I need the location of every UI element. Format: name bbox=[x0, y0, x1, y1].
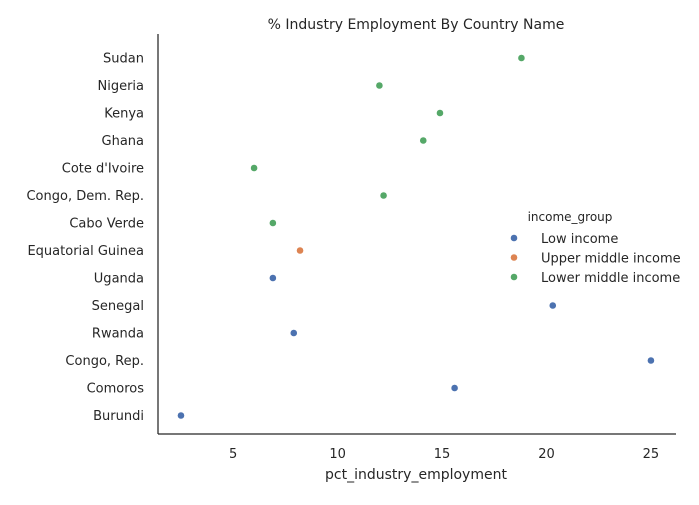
y-tick-label: Burundi bbox=[93, 409, 144, 424]
legend: income_group Low income Upper middle inco… bbox=[510, 210, 681, 286]
data-point bbox=[517, 54, 526, 62]
x-axis-label: pct_industry_employment bbox=[325, 467, 507, 483]
y-tick-label: Comoros bbox=[87, 382, 145, 397]
chart-title: % Industry Employment By Country Name bbox=[268, 17, 565, 33]
x-tick-labels: 5 10 15 20 25 bbox=[229, 447, 659, 462]
data-point bbox=[419, 136, 428, 145]
y-tick-label: Kenya bbox=[104, 107, 144, 122]
x-tick-label: 10 bbox=[329, 447, 346, 462]
y-tick-label: Sudan bbox=[103, 52, 144, 67]
y-tick-labels: Sudan Nigeria Kenya Ghana Cote d'Ivoire Congo… bbox=[26, 52, 145, 425]
data-point bbox=[379, 191, 388, 200]
legend-label: Lower middle income bbox=[541, 271, 680, 286]
legend-title: income_group bbox=[528, 210, 613, 224]
y-tick-label: Congo, Dem. Rep. bbox=[26, 189, 144, 204]
y-tick-label: Congo, Rep. bbox=[65, 354, 144, 369]
data-points bbox=[177, 54, 655, 420]
data-point bbox=[268, 219, 277, 227]
data-point bbox=[548, 301, 557, 310]
data-point bbox=[436, 109, 444, 117]
data-point bbox=[289, 329, 298, 337]
y-tick-label: Cote d'Ivoire bbox=[62, 162, 144, 177]
x-tick-label: 15 bbox=[434, 447, 451, 462]
legend-marker bbox=[510, 273, 518, 281]
legend-marker bbox=[510, 253, 518, 262]
x-tick-label: 20 bbox=[538, 447, 555, 462]
y-tick-label: Rwanda bbox=[92, 327, 144, 342]
y-tick-label: Equatorial Guinea bbox=[27, 244, 144, 259]
y-tick-label: Cabo Verde bbox=[69, 217, 144, 232]
y-tick-label: Senegal bbox=[92, 299, 144, 314]
y-tick-label: Nigeria bbox=[97, 79, 144, 94]
data-point bbox=[296, 246, 304, 255]
data-point bbox=[177, 411, 185, 420]
data-point bbox=[375, 81, 384, 90]
legend-marker bbox=[510, 234, 518, 242]
x-tick-label: 25 bbox=[643, 447, 660, 462]
data-point bbox=[450, 384, 459, 392]
legend-label: Low income bbox=[541, 232, 618, 247]
legend-label: Upper middle income bbox=[541, 252, 681, 267]
data-point bbox=[268, 274, 277, 282]
data-point bbox=[647, 356, 655, 365]
data-point bbox=[250, 164, 258, 172]
y-tick-label: Ghana bbox=[102, 134, 145, 149]
y-tick-label: Uganda bbox=[94, 272, 144, 287]
x-tick-label: 5 bbox=[229, 447, 237, 462]
